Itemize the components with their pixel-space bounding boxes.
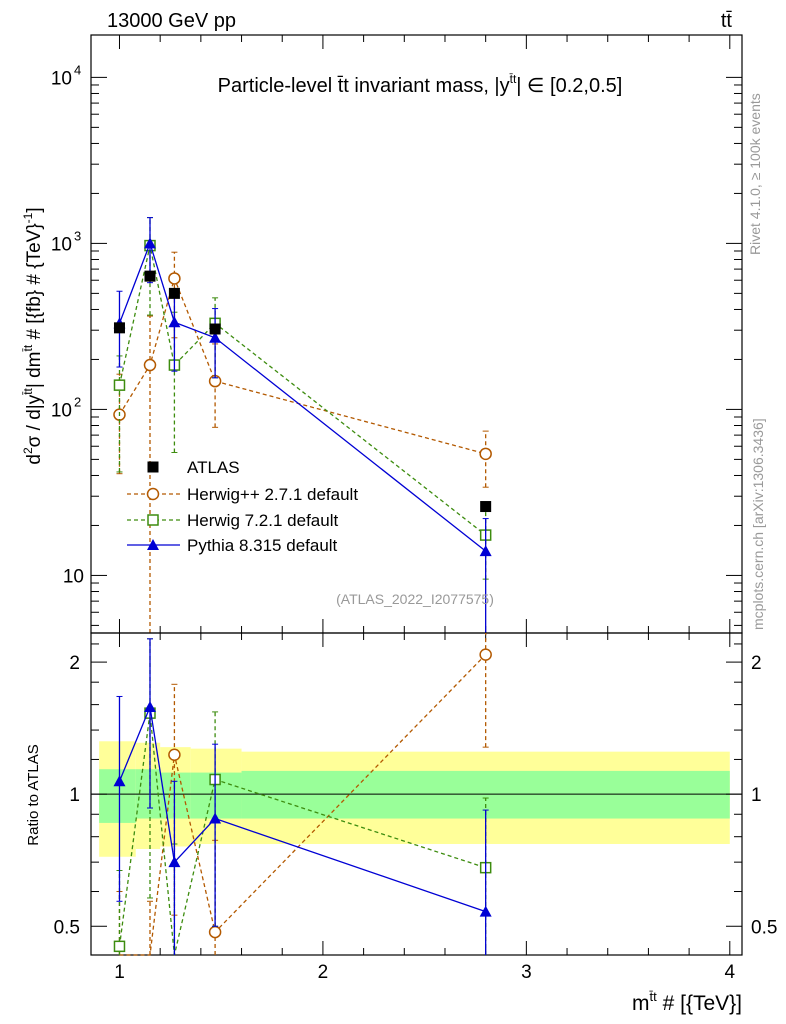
plot-title: Particle-level t̄t invariant mass, |yt̄t… xyxy=(218,72,623,97)
legend-marker xyxy=(147,514,159,526)
data-point xyxy=(113,379,126,391)
data-point xyxy=(480,501,492,513)
y-tick-exponent: 4 xyxy=(74,62,81,77)
y-axis-label-part: | dm xyxy=(24,352,45,389)
legend-label: Pythia 8.315 default xyxy=(187,536,338,555)
ratio-data-point xyxy=(479,648,492,661)
x-axis-label-sup: t̄t xyxy=(649,989,657,1004)
y-tick-exponent: 3 xyxy=(74,228,81,243)
y-axis-label-part: 2 xyxy=(21,447,35,454)
data-point xyxy=(143,237,156,249)
ratio-y-axis-label: Ratio to ATLAS xyxy=(25,744,42,845)
data-point xyxy=(168,316,181,328)
y-tick-label: 10 xyxy=(51,68,72,89)
legend-marker xyxy=(146,487,160,501)
legend-marker xyxy=(147,539,159,550)
y-axis-label-part: t̄t xyxy=(21,344,35,352)
data-point xyxy=(209,323,221,335)
y-tick-label: 10 xyxy=(51,234,72,255)
series-line xyxy=(118,245,487,536)
ratio-tick-label-right: 2 xyxy=(751,653,762,674)
ratio-band-inner xyxy=(160,772,191,819)
y-axis-label-part: -1 xyxy=(21,212,35,223)
x-tick-label: 1 xyxy=(114,962,125,983)
process-label: tt̄ xyxy=(721,10,733,32)
ratio-data-point xyxy=(208,925,222,939)
y-axis-label-part: ] xyxy=(24,207,45,212)
data-point xyxy=(143,358,157,372)
data-point xyxy=(168,272,181,285)
plot-title-main: Particle-level t̄t invariant mass, |y xyxy=(218,75,510,97)
data-point xyxy=(479,447,492,461)
ratio-data-point xyxy=(113,775,126,787)
legend-label: Herwig++ 2.7.1 default xyxy=(187,485,358,504)
x-axis-label-main: m xyxy=(632,992,650,1015)
analysis-label: (ATLAS_2022_I2077575) xyxy=(336,591,494,607)
y-axis-label: d2σ / d|yt̄t| dmt̄t # [{fb} # {TeV}-1] xyxy=(21,207,45,464)
data-point xyxy=(209,331,222,343)
ratio-data-point xyxy=(113,940,126,953)
legend: ATLAS Herwig++ 2.7.1 default Herwig 7.2.1 … xyxy=(127,458,358,555)
ratio-plot-panel: 0.5 0.5 1 1 2 2 xyxy=(54,632,777,956)
data-point xyxy=(113,322,125,334)
y-axis-label-part: t̄t xyxy=(21,387,35,395)
mcplots-label: mcplots.cern.ch [arXiv:1306.3436] xyxy=(750,418,766,630)
data-point xyxy=(479,545,492,557)
y-axis-label-part: σ / d|y xyxy=(24,394,45,447)
ratio-data-point xyxy=(168,856,181,868)
y-axis-label-part: # [{fb} # {TeV} xyxy=(24,223,45,345)
y-tick-label: 10 xyxy=(51,400,72,421)
ratio-data-point xyxy=(168,748,181,761)
y-axis-label-part: d xyxy=(24,454,45,465)
ratio-data-point xyxy=(479,905,492,917)
rivet-version-label: Rivet 4.1.0, ≥ 100k events xyxy=(747,93,763,255)
x-axis-label: mt̄t # [{TeV}] xyxy=(632,989,742,1015)
legend-label: ATLAS xyxy=(187,458,240,477)
ratio-tick-label-right: 1 xyxy=(751,785,762,806)
ratio-tick-label-left: 1 xyxy=(69,785,80,806)
y-tick-exponent: 2 xyxy=(74,394,81,409)
data-point xyxy=(144,270,156,282)
x-tick-label: 3 xyxy=(521,962,532,983)
ratio-band-inner xyxy=(99,769,136,823)
legend-label: Herwig 7.2.1 default xyxy=(187,511,338,530)
data-point xyxy=(168,287,180,299)
y-tick-label: 10 xyxy=(63,566,84,587)
x-axis-label-tail: # [{TeV}] xyxy=(657,992,742,1015)
ratio-data-point xyxy=(143,701,156,713)
ratio-data-point xyxy=(209,812,222,824)
plot-title-sup: t̄t xyxy=(509,72,517,86)
x-tick-label: 4 xyxy=(725,962,736,983)
ratio-tick-label-left: 2 xyxy=(69,653,80,674)
legend-marker xyxy=(147,461,159,473)
ratio-tick-label-left: 0.5 xyxy=(54,917,80,938)
plot-title-tail: | ∈ [0.2,0.5] xyxy=(516,75,622,97)
ratio-tick-label-right: 0.5 xyxy=(751,917,777,938)
energy-label: 13000 GeV pp xyxy=(107,10,236,32)
x-tick-label: 2 xyxy=(318,962,329,983)
